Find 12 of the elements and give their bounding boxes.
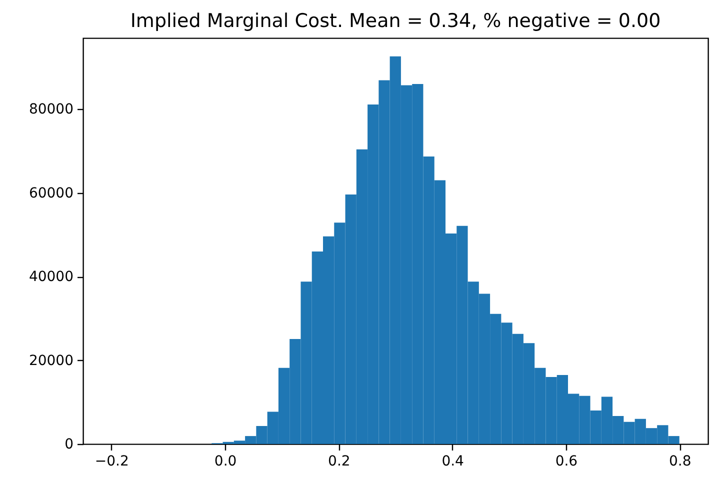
y-tick-label: 80000 <box>28 102 74 118</box>
x-tick-label: −0.2 <box>94 454 129 470</box>
y-tick-label: 0 <box>64 436 74 452</box>
x-tick-label: 0.6 <box>555 454 578 470</box>
x-tick-label: 0.0 <box>214 454 237 470</box>
y-tick-label: 20000 <box>28 352 74 369</box>
chart-title: Implied Marginal Cost. Mean = 0.34, % negative = 0.00 <box>130 10 661 32</box>
y-tick-label: 60000 <box>28 185 74 202</box>
x-tick-label: 0.8 <box>668 454 692 470</box>
x-tick-label: 0.2 <box>328 454 350 470</box>
x-tick-label: 0.4 <box>442 454 464 470</box>
y-tick-label: 40000 <box>28 269 74 286</box>
